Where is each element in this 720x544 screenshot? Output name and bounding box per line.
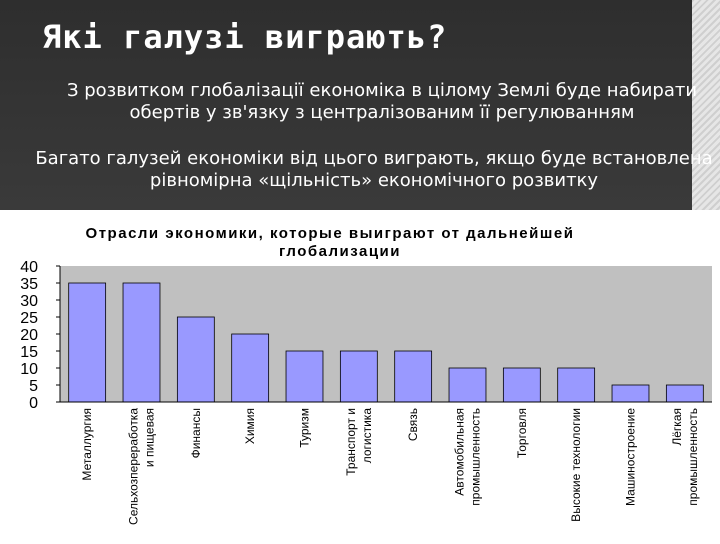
paragraph-benefits: Багато галузей економіки від цього вигра… — [35, 148, 713, 191]
x-tick-label: Сельхозпереработка и пищевая — [127, 408, 157, 525]
x-tick-label: Туризм — [298, 408, 312, 448]
bar — [448, 367, 487, 403]
x-tick-label-line: промышленность — [469, 408, 483, 506]
bar — [176, 316, 215, 403]
y-tick-label: 10 — [20, 361, 38, 378]
y-tick-label: 30 — [20, 293, 38, 310]
y-tick-label: 20 — [20, 327, 38, 344]
chart-area: Отрасли экономики, которые выиграют от д… — [0, 210, 720, 540]
bar — [611, 384, 650, 403]
y-tick-label: 25 — [20, 310, 38, 327]
chart-title-line: Отрасли экономики, которые выиграют от д… — [86, 225, 575, 242]
x-tick-label-line: Лёгкая — [670, 408, 684, 446]
slide-title: Які галузі виграють? — [42, 18, 448, 56]
paragraph-globalization: З розвитком глобалізації економіка в ціл… — [66, 80, 698, 123]
x-tick-label-line: Торговля — [515, 408, 529, 458]
bar — [665, 384, 704, 403]
x-tick-label-line: Связь — [406, 408, 420, 441]
x-tick-label-line: промышленность — [686, 408, 700, 506]
bar — [339, 350, 378, 403]
x-tick-label: Торговля — [515, 408, 529, 458]
y-tick-label: 15 — [20, 344, 38, 361]
x-tick-label: Машиностроение — [624, 408, 638, 506]
y-tick-label: 0 — [29, 395, 38, 412]
x-tick-label: Металлургия — [80, 408, 94, 481]
bar — [122, 282, 161, 403]
x-tick-label: Химия — [243, 408, 257, 444]
bar — [231, 333, 270, 403]
chart-title-line: глобализации — [279, 243, 401, 260]
y-tick-label: 5 — [29, 378, 38, 395]
x-tick-label-line: Сельхозпереработка — [127, 408, 141, 525]
x-tick-label: Транспорт и логистика — [344, 408, 374, 476]
x-tick-label-line: Машиностроение — [624, 408, 638, 506]
bar — [285, 350, 324, 403]
plot-background — [60, 266, 712, 402]
bar-chart: Отрасли экономики, которые выиграют от д… — [20, 225, 712, 525]
x-tick-label: Автомобильная промышленность — [453, 408, 483, 506]
bar — [68, 282, 107, 403]
x-tick-label: Финансы — [189, 408, 203, 458]
x-tick-label-line: логистика — [360, 408, 374, 464]
x-tick-label: Лёгкая промышленность — [670, 408, 700, 506]
bar — [557, 367, 596, 403]
slide-header — [0, 0, 720, 210]
y-tick-label: 40 — [20, 259, 38, 276]
y-tick-label: 35 — [20, 276, 38, 293]
x-tick-label: Связь — [406, 408, 420, 441]
x-tick-label-line: Металлургия — [80, 408, 94, 481]
bar — [394, 350, 433, 403]
x-tick-label-line: Туризм — [298, 408, 312, 448]
x-tick-label-line: и пищевая — [143, 408, 157, 467]
x-tick-label-line: Высокие технологии — [569, 408, 583, 522]
x-tick-label: Высокие технологии — [569, 408, 583, 522]
x-tick-label-line: Финансы — [189, 408, 203, 458]
bar — [502, 367, 541, 403]
x-tick-label-line: Автомобильная — [453, 408, 467, 496]
x-tick-label-line: Химия — [243, 408, 257, 444]
x-tick-label-line: Транспорт и — [344, 408, 358, 476]
